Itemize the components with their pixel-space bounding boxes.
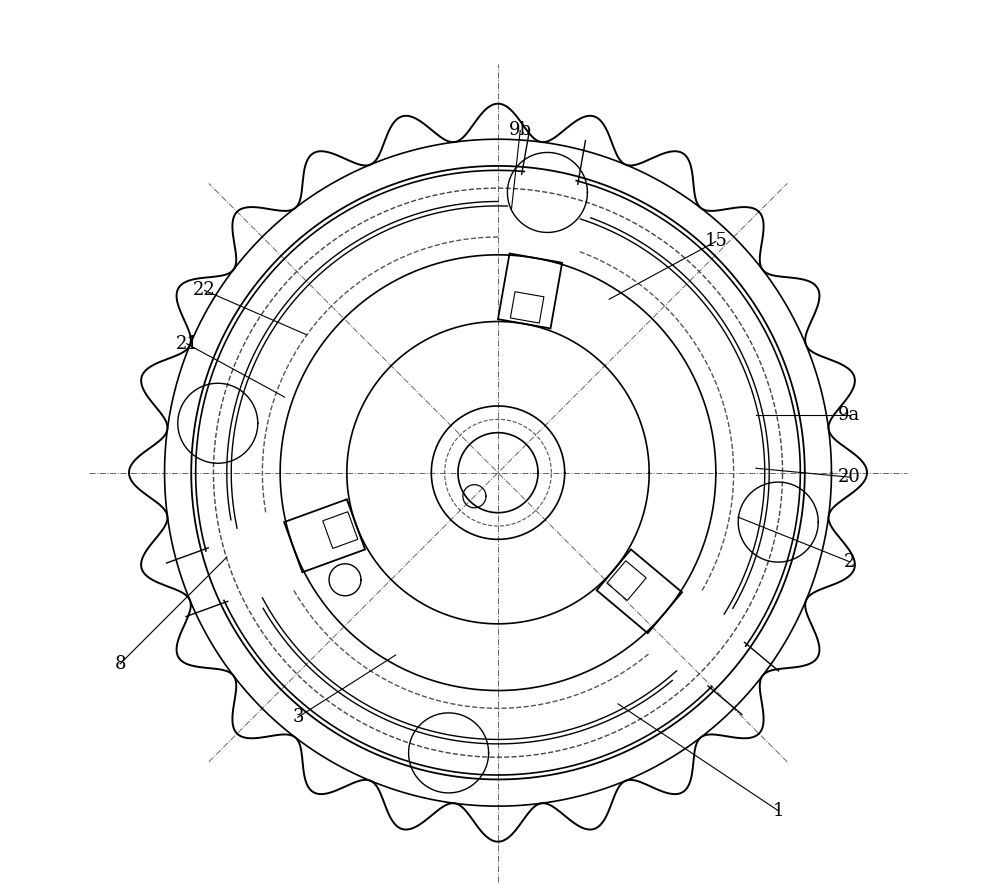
Text: 22: 22: [193, 281, 216, 300]
Text: 15: 15: [704, 233, 727, 251]
Text: 8: 8: [115, 655, 125, 673]
Text: 21: 21: [175, 334, 198, 352]
Text: 9a: 9a: [838, 406, 861, 424]
Text: 3: 3: [292, 708, 304, 726]
Text: 2: 2: [844, 553, 855, 571]
Text: 1: 1: [772, 802, 784, 820]
Text: 20: 20: [838, 468, 861, 486]
Text: 9b: 9b: [509, 121, 532, 139]
